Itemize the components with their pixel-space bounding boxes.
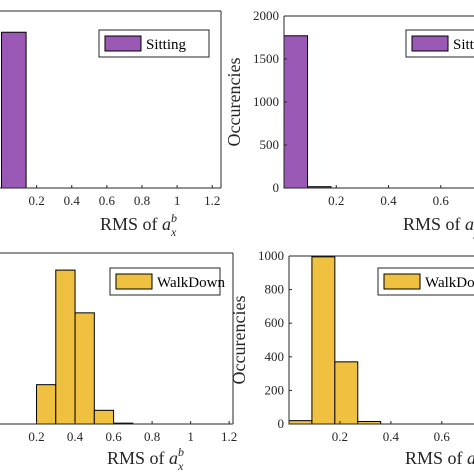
panel-sitting-x: 0.2 0.4 0.6 0.8 1 1.2 RMS of ab x Sitting [0,10,222,239]
legend-swatch [411,35,449,52]
x-axis-label: RMS of ab x [107,445,184,473]
legend-label: WalkDown [425,275,474,291]
y-tick-label: 1500 [253,51,279,66]
legend-label: Sitting [146,37,187,53]
y-axis-label: Occurencies [224,58,244,147]
legend-box [98,29,210,58]
x-tick-label: 0.2 [332,429,348,444]
x-tick-label: 0.4 [383,429,400,444]
x-tick-label: 1 [174,193,181,208]
x-tick-label: 0.4 [64,193,81,208]
y-tick-label: 0 [278,416,285,431]
panel-walkdown-x: 0.2 0.4 0.6 0.8 1 1.2 RMS of ab x WalkDown [0,252,237,473]
bar [334,361,359,425]
bar [288,420,313,425]
y-tick-label: 0 [273,180,280,195]
y-tick-label: 400 [265,349,285,364]
y-tick-label: 1000 [253,94,279,109]
x-tick-label: 0.6 [99,193,116,208]
legend-swatch [115,273,153,290]
legend-swatch [383,273,421,290]
x-tick-label: 0.4 [67,429,84,444]
legend: Sitting [405,29,474,58]
x-axis-label: RMS of aby [405,445,474,473]
y-tick-label: 1000 [258,248,284,263]
x-axis-label: RMS of aby [403,211,474,239]
legend-label: WalkDown [157,275,225,291]
y-axis-label: Occurencies [229,296,249,385]
x-tick-label: 0.6 [105,429,122,444]
y-tick-label: 2000 [253,8,279,23]
x-tick-label: 0.2 [29,193,45,208]
x-tick-label: 0.4 [380,193,397,208]
x-tick-label: 0.6 [434,429,451,444]
bar [55,269,76,425]
x-axis-label: RMS of ab x [100,211,177,239]
panel-walkdown-y: 0.2 0.4 0.6 0 200 400 600 800 1000 Occurencies RMS… [229,248,474,473]
panel-sitting-y: 0.2 0.4 0.6 0 500 1000 1500 2000 Occurencies RMS … [224,8,474,239]
legend-label: Sitting [453,37,474,53]
legend-swatch [104,35,142,52]
bar [283,35,309,189]
y-tick-label: 200 [265,382,285,397]
legend: WalkDown [377,267,474,296]
x-tick-label: 0.2 [328,193,344,208]
bar [1,31,27,189]
legend: WalkDown [109,267,225,296]
bar [36,384,57,425]
y-tick-label: 600 [265,315,285,330]
bar [311,256,336,425]
x-tick-label: 0.6 [433,193,450,208]
legend: Sitting [98,29,210,58]
x-tick-label: 0.8 [144,429,160,444]
bar [93,409,115,425]
y-tick-label: 800 [265,282,285,297]
y-tick-label: 500 [260,137,280,152]
x-tick-label: 0.2 [28,429,44,444]
x-tick-label: 1.2 [204,193,220,208]
x-tick-label: 0.8 [134,193,150,208]
x-tick-label: 1 [187,429,194,444]
x-tick-label: 1.2 [221,429,237,444]
bar [74,312,95,425]
